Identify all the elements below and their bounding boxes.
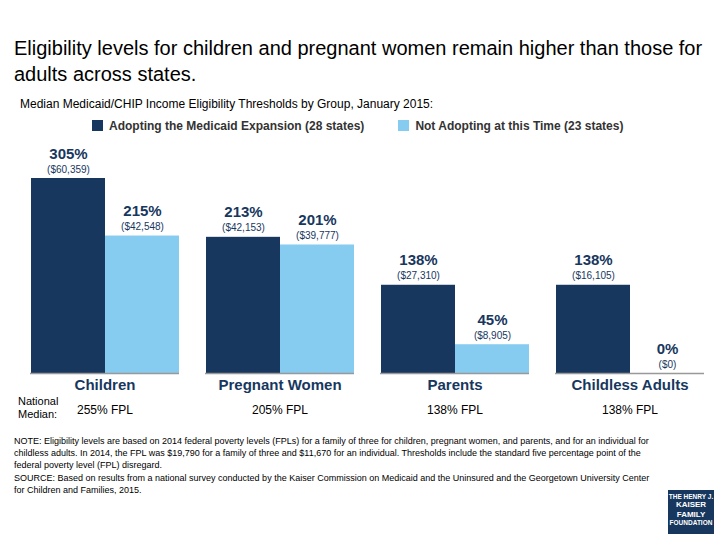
svg-text:Children: Children [75,376,136,393]
html-text:Eligibility levels for childre: Eligibility levels for children and preg… [14,37,703,85]
svg-text:($39,777): ($39,777) [296,230,339,241]
svg-text:Parents: Parents [427,376,482,393]
svg-text:215%: 215% [123,202,161,219]
svg-text:Pregnant Women: Pregnant Women [218,376,341,393]
html-text:Adopting the Medicaid Expansio: Adopting the Medicaid Expansion (28 stat… [109,119,365,134]
svg-text:138% FPL: 138% FPL [602,403,658,417]
html-text:Median Medicaid/CHIP Income El: Median Medicaid/CHIP Income Eligibility … [20,97,434,112]
svg-text:201%: 201% [298,211,336,228]
svg-text:213%: 213% [224,204,262,221]
svg-text:($42,153): ($42,153) [222,223,265,234]
svg-text:138%: 138% [399,251,437,268]
svg-text:($8,905): ($8,905) [474,330,511,341]
svg-text:($42,548): ($42,548) [121,221,164,232]
svg-text:($60,359): ($60,359) [47,164,90,175]
svg-text:Childless Adults: Childless Adults [572,376,689,393]
svg-text:($0): ($0) [659,359,677,370]
html-text:SOURCE: Based on results from: SOURCE: Based on results from a national… [14,472,650,495]
svg-text:($16,105): ($16,105) [572,270,615,281]
svg-text:138%: 138% [574,251,612,268]
svg-text:45%: 45% [477,311,507,328]
svg-text:205% FPL: 205% FPL [252,403,308,417]
svg-text:0%: 0% [657,340,679,357]
html-text:THE HENRY J.: THE HENRY J. [668,493,714,500]
svg-text:($27,310): ($27,310) [397,270,440,281]
html-text:Not Adopting at this Time (23: Not Adopting at this Time (23 states) [415,119,624,134]
svg-text:305%: 305% [49,145,87,162]
svg-text:255% FPL: 255% FPL [77,403,133,417]
html-text:NOTE: Eligibility levels are b: NOTE: Eligibility levels are based on 20… [14,436,649,471]
html-text:National Median:: National Median: [18,395,59,421]
html-text:FAMILY: FAMILY [676,509,706,519]
html-text:FOUNDATION: FOUNDATION [669,518,713,526]
svg-text:138% FPL: 138% FPL [427,403,483,417]
html-text:KAISER: KAISER [675,500,707,510]
